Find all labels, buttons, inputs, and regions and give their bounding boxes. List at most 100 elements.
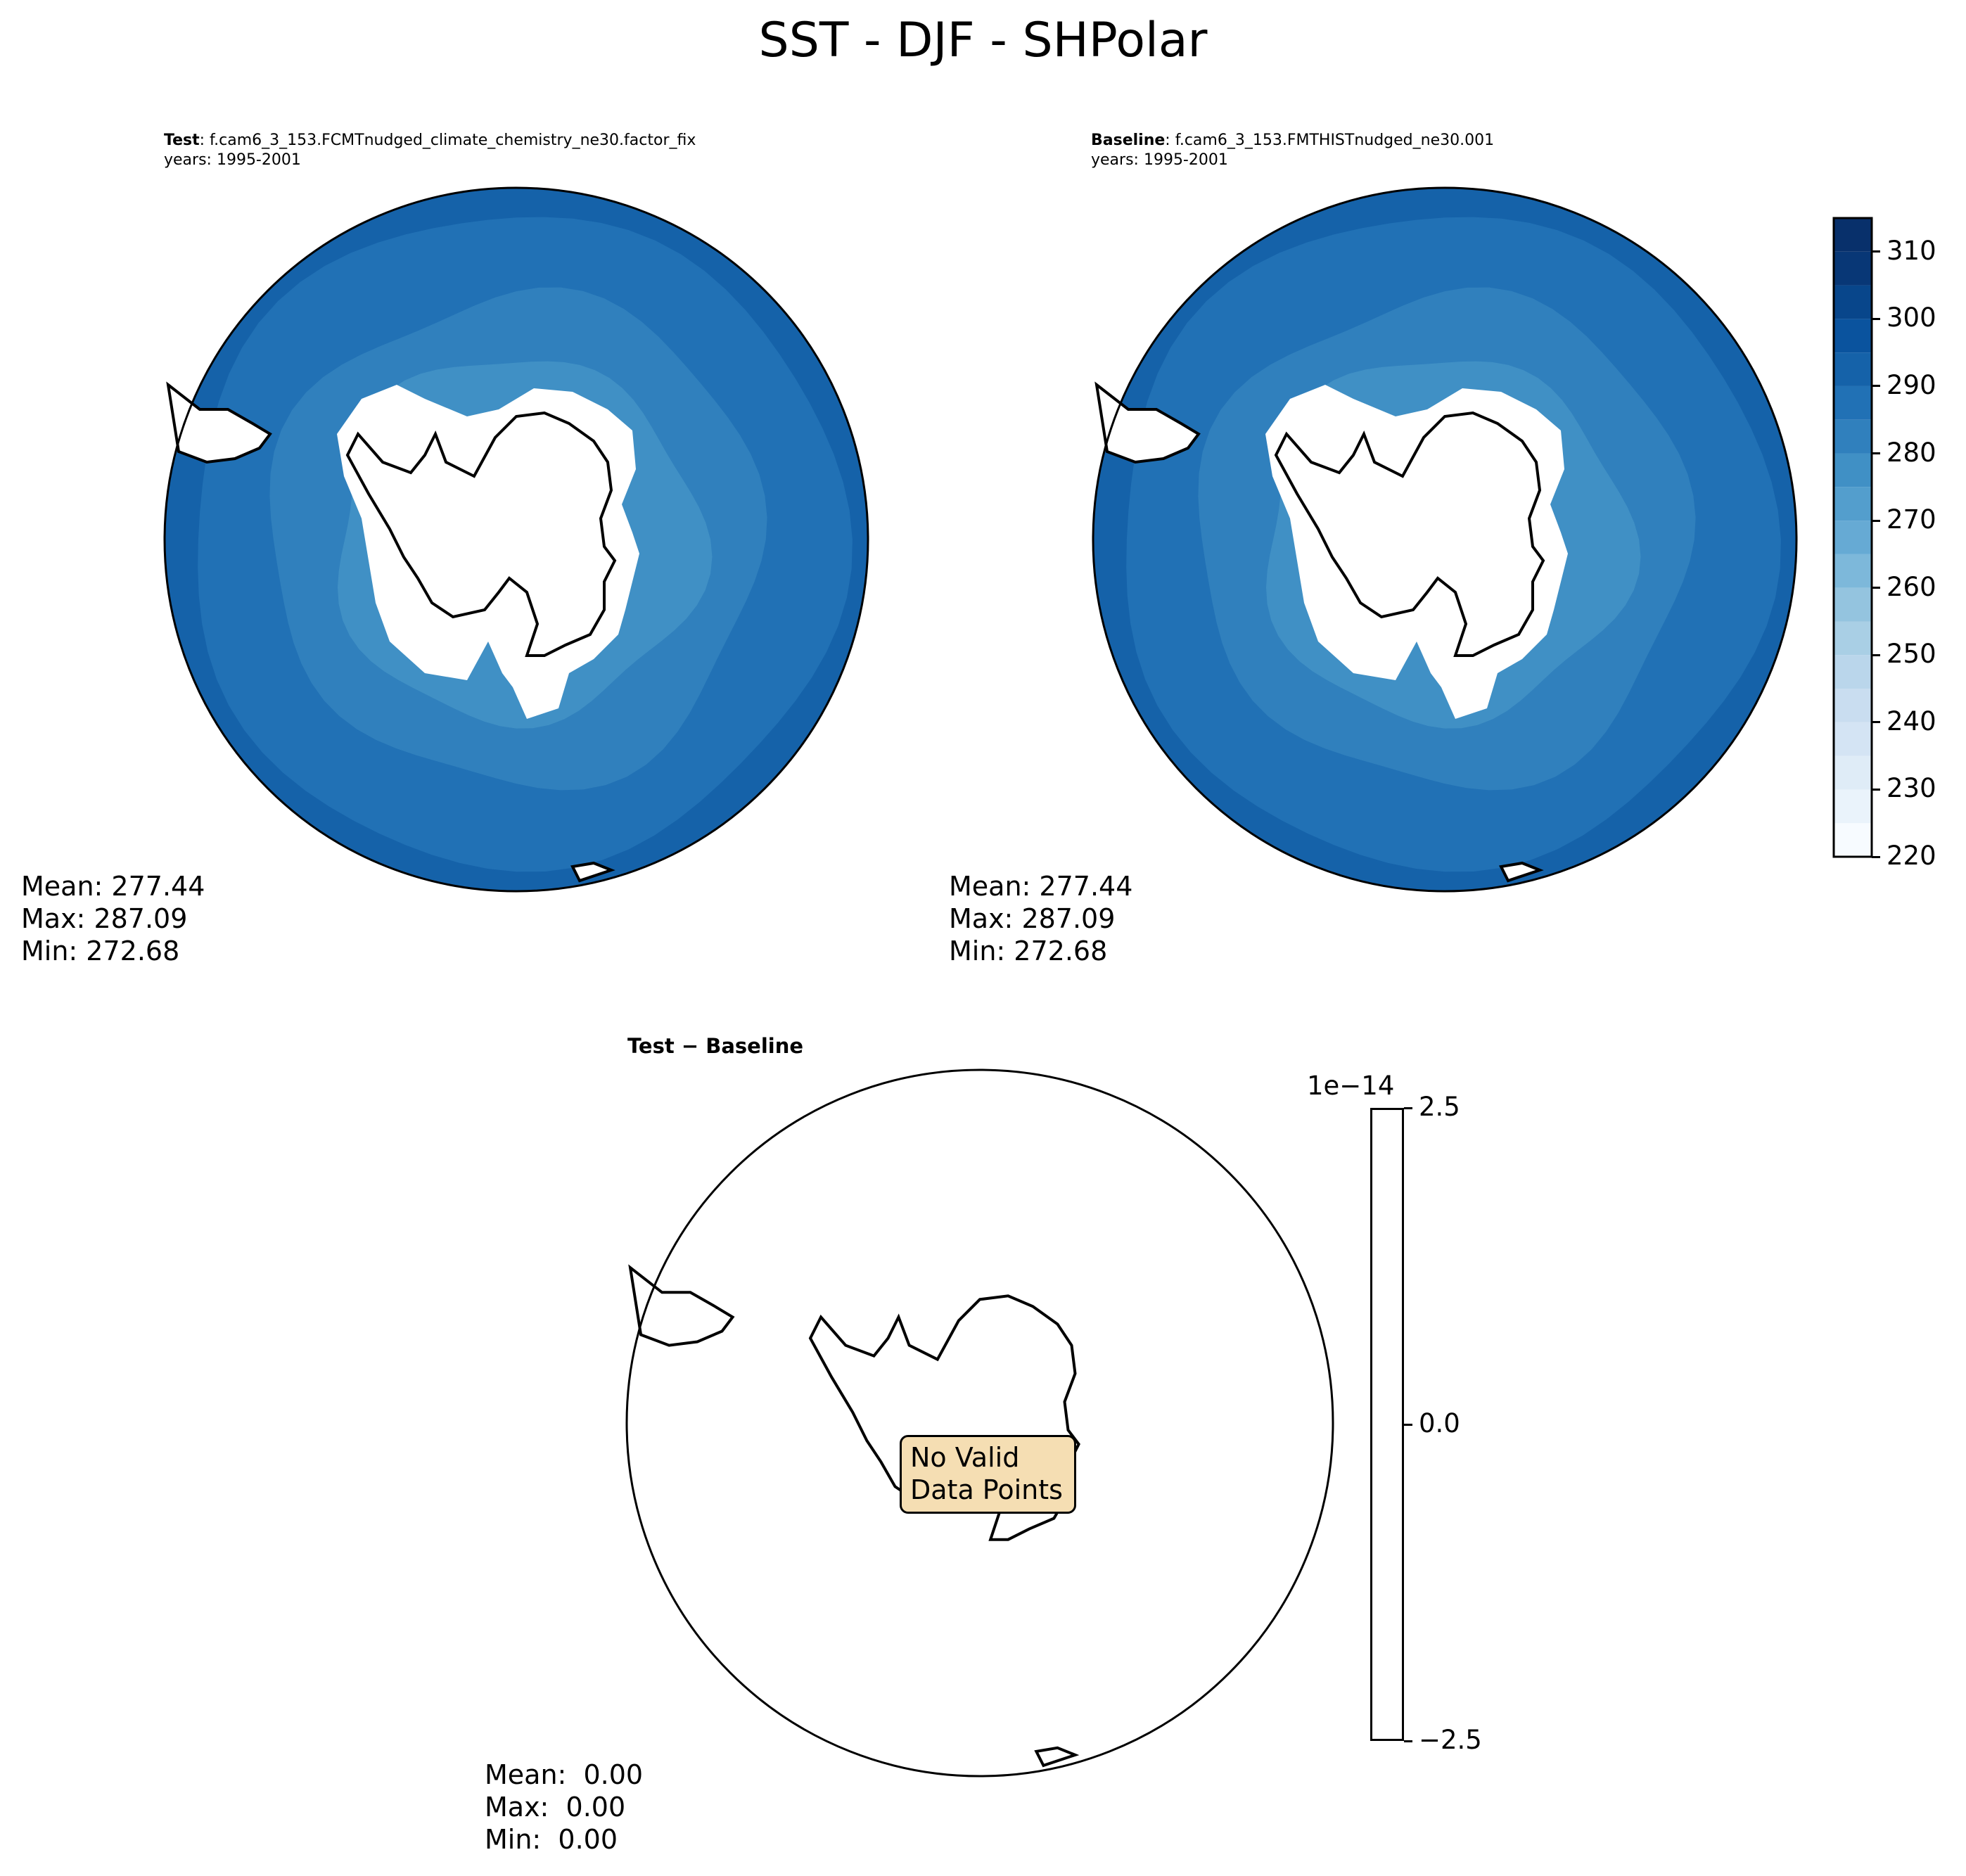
baseline-case-name: : f.cam6_3_153.FMTHISTnudged_ne30.001 xyxy=(1165,132,1495,149)
colorbar-segment xyxy=(1834,453,1872,487)
map-boundary xyxy=(1092,186,1798,893)
colorbar-segment xyxy=(1834,621,1872,656)
colorbar-segment xyxy=(1834,789,1872,824)
colorbar-frame xyxy=(1832,217,1873,858)
coastline xyxy=(1034,1746,1080,1768)
colorbar-segment xyxy=(1834,218,1872,252)
baseline-max: Max: 287.09 xyxy=(949,903,1116,934)
diff-colorbar xyxy=(1370,1108,1404,1741)
sea-ice-mask xyxy=(1265,385,1568,719)
colorbar-tick-label: 250 xyxy=(1887,639,1936,670)
colorbar-segment xyxy=(1834,722,1872,756)
antarctica-coastline xyxy=(345,411,617,657)
baseline-subtitle: Baseline: f.cam6_3_153.FMTHISTnudged_ne3… xyxy=(1091,131,1494,150)
diff-colorbar-tick-label: −2.5 xyxy=(1419,1725,1482,1755)
test-map-group xyxy=(163,186,869,893)
sst-band-mid xyxy=(198,217,853,872)
test-label: Test xyxy=(164,132,200,149)
baseline-label: Baseline xyxy=(1091,132,1166,149)
map-boundary xyxy=(625,1068,1334,1778)
colorbar-tick-label: 220 xyxy=(1887,841,1936,871)
diff-title: Test − Baseline xyxy=(627,1034,804,1058)
sst-band-outer xyxy=(1093,188,1796,891)
baseline-stats: Mean: 277.44 Max: 287.09 Min: 272.68 xyxy=(949,870,1132,967)
test-case-name: : f.cam6_3_153.FCMTnudged_climate_chemis… xyxy=(199,132,696,149)
colorbar-segment xyxy=(1834,285,1872,319)
colorbar-segment xyxy=(1834,554,1872,588)
colorbar-segment xyxy=(1834,823,1872,857)
diff-colorbar-offset: 1e−14 xyxy=(1307,1071,1395,1101)
baseline-mean: Mean: 277.44 xyxy=(949,871,1133,902)
colorbar-segment xyxy=(1834,755,1872,790)
no-data-annotation: No Valid Data Points xyxy=(900,1435,1076,1514)
test-mean: Mean: 277.44 xyxy=(21,871,205,902)
figure-title: SST - DJF - SHPolar xyxy=(758,13,1208,68)
sst-band-coldest xyxy=(338,361,713,729)
land-mask xyxy=(573,863,611,881)
sst-band-outer xyxy=(165,188,868,891)
coastline xyxy=(1499,861,1544,883)
colorbar-tick-label: 270 xyxy=(1887,504,1936,535)
land-mask xyxy=(1097,385,1199,462)
test-min: Min: 272.68 xyxy=(21,936,180,966)
diff-stats: Mean: 0.00 Max: 0.00 Min: 0.00 xyxy=(485,1759,643,1856)
colorbar-tick-mark xyxy=(1872,653,1880,656)
sst-band-inner xyxy=(1198,287,1696,791)
colorbar-segment xyxy=(1834,385,1872,420)
diff-colorbar-tick-label: 0.0 xyxy=(1419,1408,1460,1438)
colorbar-tick-label: 310 xyxy=(1887,235,1936,266)
test-max: Max: 287.09 xyxy=(21,903,188,934)
colorbar-segment xyxy=(1834,655,1872,689)
test-subtitle: Test: f.cam6_3_153.FCMTnudged_climate_ch… xyxy=(164,131,696,150)
colorbar-tick-mark xyxy=(1872,855,1880,858)
colorbar-tick-mark xyxy=(1872,452,1880,455)
colorbar-tick-label: 290 xyxy=(1887,369,1936,400)
colorbar-segment xyxy=(1834,587,1872,622)
diff-colorbar-tick-mark xyxy=(1404,1740,1412,1742)
colorbar-tick-label: 300 xyxy=(1887,302,1936,333)
colorbar-tick-mark xyxy=(1872,385,1880,388)
baseline-years: years: 1995-2001 xyxy=(1091,151,1228,169)
diff-mean: Mean: 0.00 xyxy=(485,1759,644,1790)
colorbar-tick-label: 260 xyxy=(1887,571,1936,602)
land-mask xyxy=(168,385,270,462)
diff-colorbar-tick-label: 2.5 xyxy=(1419,1092,1460,1122)
diff-colorbar-tick-mark xyxy=(1404,1106,1412,1109)
south-america-coastline xyxy=(628,1264,735,1347)
diff-min: Min: 0.00 xyxy=(485,1824,618,1855)
south-america-coastline xyxy=(1094,381,1201,464)
colorbar-segment xyxy=(1834,352,1872,386)
colorbar-segment xyxy=(1834,419,1872,454)
sea-ice-mask xyxy=(337,385,639,719)
colorbar-segment xyxy=(1834,319,1872,353)
sst-band-mid xyxy=(1126,217,1781,872)
colorbar-tick-mark xyxy=(1872,587,1880,589)
colorbar-tick-mark xyxy=(1872,250,1880,253)
land-mask xyxy=(1501,863,1540,881)
colorbar-tick-mark xyxy=(1872,519,1880,522)
test-stats: Mean: 277.44 Max: 287.09 Min: 272.68 xyxy=(21,870,205,967)
colorbar-tick-label: 280 xyxy=(1887,437,1936,468)
test-years: years: 1995-2001 xyxy=(164,151,301,169)
diff-max: Max: 0.00 xyxy=(485,1792,626,1823)
colorbar-tick-label: 240 xyxy=(1887,706,1936,736)
antarctica-coastline xyxy=(1274,411,1545,657)
colorbar-segment xyxy=(1834,689,1872,722)
colorbar-segment xyxy=(1834,521,1872,554)
colorbar-tick-mark xyxy=(1872,788,1880,791)
colorbar-tick-label: 230 xyxy=(1887,773,1936,804)
baseline-map-group xyxy=(1092,186,1798,893)
diff-map-group xyxy=(625,1068,1334,1778)
coastline xyxy=(570,861,615,883)
colorbar-tick-mark xyxy=(1872,317,1880,320)
sst-band-coldest xyxy=(1266,361,1641,729)
colorbar-tick-mark xyxy=(1872,721,1880,724)
south-america-coastline xyxy=(166,381,272,464)
diff-colorbar-tick-mark xyxy=(1404,1423,1412,1426)
colorbar-segment xyxy=(1834,487,1872,521)
baseline-min: Min: 272.68 xyxy=(949,936,1108,966)
colorbar-segment xyxy=(1834,251,1872,286)
map-boundary xyxy=(163,186,869,893)
sst-colorbar xyxy=(1832,217,1873,858)
sst-band-inner xyxy=(269,287,767,791)
